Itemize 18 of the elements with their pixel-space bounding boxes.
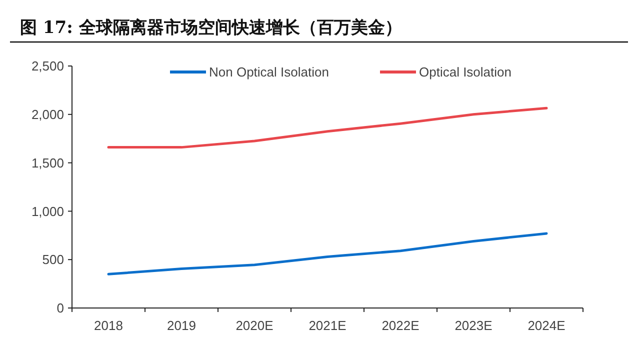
x-tick-label: 2023E <box>454 318 493 333</box>
x-tick-label: 2019 <box>167 318 196 333</box>
y-tick-label: 2,000 <box>31 106 64 122</box>
x-tick-label: 2018 <box>94 318 123 333</box>
legend-label: Non Optical Isolation <box>209 64 329 80</box>
y-tick-label: 1,000 <box>31 204 64 219</box>
x-tick-label: 2020E <box>236 318 274 333</box>
y-tick-label: 0 <box>56 300 64 316</box>
y-tick-label: 500 <box>42 252 64 268</box>
legend-label: Optical Isolation <box>419 64 512 80</box>
line-series <box>107 106 548 149</box>
y-tick-label: 1,500 <box>31 155 64 170</box>
x-tick-label: 2022E <box>382 318 420 333</box>
x-tick-label: 2024E <box>528 318 566 333</box>
y-tick-label: 2,500 <box>31 58 64 74</box>
x-tick-label: 2021E <box>308 318 347 333</box>
chart-title: 图 17: 全球隔离器市场空间快速增长（百万美金） <box>20 18 402 38</box>
line-series <box>107 232 548 276</box>
